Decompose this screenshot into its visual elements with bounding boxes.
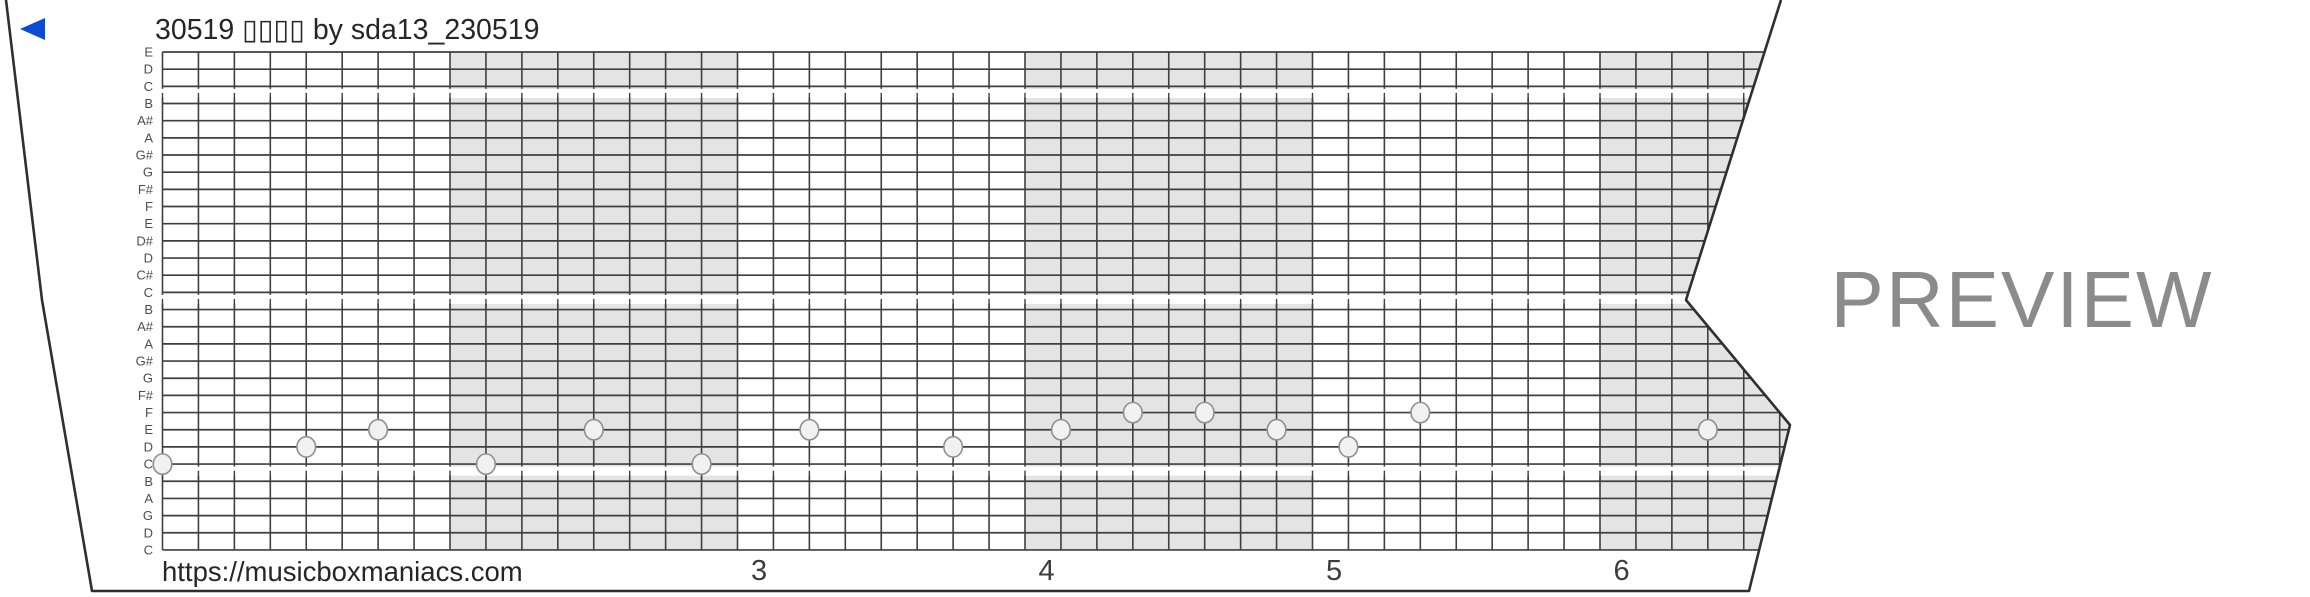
note-dot (1338, 435, 1359, 458)
note-dot (1194, 401, 1215, 424)
paper-edge (4, 0, 1792, 593)
note-label: A# (137, 319, 154, 334)
strip-title: 30519 ▯▯▯▯ by sda13_230519 (155, 14, 539, 46)
octave-break-band (160, 294, 1790, 304)
note-dot (691, 453, 712, 476)
note-label: B (144, 474, 153, 489)
note-label: A (144, 336, 153, 351)
octave-break-band (160, 466, 1790, 476)
note-label: F (145, 199, 153, 214)
note-label: C (144, 285, 153, 300)
octave-break-band (160, 88, 1790, 98)
back-triangle-icon[interactable] (20, 18, 45, 40)
note-label: E (144, 422, 153, 437)
note-label: C# (136, 268, 153, 283)
note-label: C (144, 79, 153, 94)
note-label: C (144, 542, 153, 557)
note-label: F (145, 405, 153, 420)
note-label: G (143, 165, 153, 180)
note-label: F# (138, 182, 154, 197)
strip-url: https://musicboxmaniacs.com (162, 556, 523, 587)
note-dot (583, 418, 604, 441)
note-dot (475, 453, 497, 476)
measure-number: 5 (1326, 555, 1342, 587)
note-dot (1697, 418, 1718, 441)
note-label: D (144, 251, 153, 266)
note-label: A (144, 491, 153, 506)
preview-watermark: PREVIEW (1831, 255, 2214, 344)
measure-number: 6 (1614, 555, 1630, 587)
measure-number: 4 (1039, 555, 1055, 587)
note-label: A (144, 130, 153, 145)
note-label: D (144, 62, 153, 77)
note-label: E (144, 216, 153, 231)
note-label: B (144, 302, 153, 317)
note-label: G# (136, 354, 154, 369)
note-dot (1122, 401, 1143, 424)
note-label: F# (138, 388, 154, 403)
note-label: D (144, 439, 153, 454)
note-dot (296, 435, 317, 458)
note-label: G# (136, 148, 154, 163)
note-dot (152, 453, 173, 476)
note-label: D# (136, 233, 153, 248)
note-dot (1050, 418, 1072, 441)
note-label: A# (137, 113, 154, 128)
note-label: G (143, 371, 153, 386)
note-dot (943, 435, 964, 458)
note-label: C (144, 457, 153, 472)
note-label: G (143, 508, 153, 523)
note-dot (1266, 418, 1287, 441)
note-label: D (144, 525, 153, 540)
note-dot (1410, 401, 1431, 424)
note-dot (368, 418, 389, 441)
note-dot (799, 418, 820, 441)
note-label: B (144, 96, 153, 111)
note-label: E (144, 45, 153, 60)
measure-number: 3 (751, 555, 767, 587)
